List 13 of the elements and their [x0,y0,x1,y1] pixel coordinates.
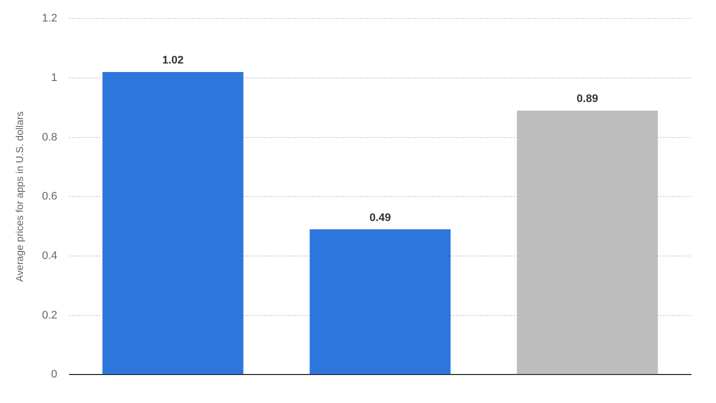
y-tick-label: 0.8 [42,131,58,144]
y-axis-title: Average prices for apps in U.S. dollars [14,111,26,282]
y-tick-label: 1.2 [42,12,58,25]
y-tick-label: 0.6 [42,190,58,203]
y-tick-label: 0 [51,368,58,381]
data-label: 0.49 [369,212,391,224]
bar [102,72,244,374]
y-tick-label: 0.2 [42,309,58,322]
y-tick-label: 1 [51,72,58,84]
y-tick-label: 0.4 [42,250,58,262]
bar [310,229,451,374]
data-label: 0.89 [576,93,598,106]
data-label: 1.02 [162,54,184,67]
